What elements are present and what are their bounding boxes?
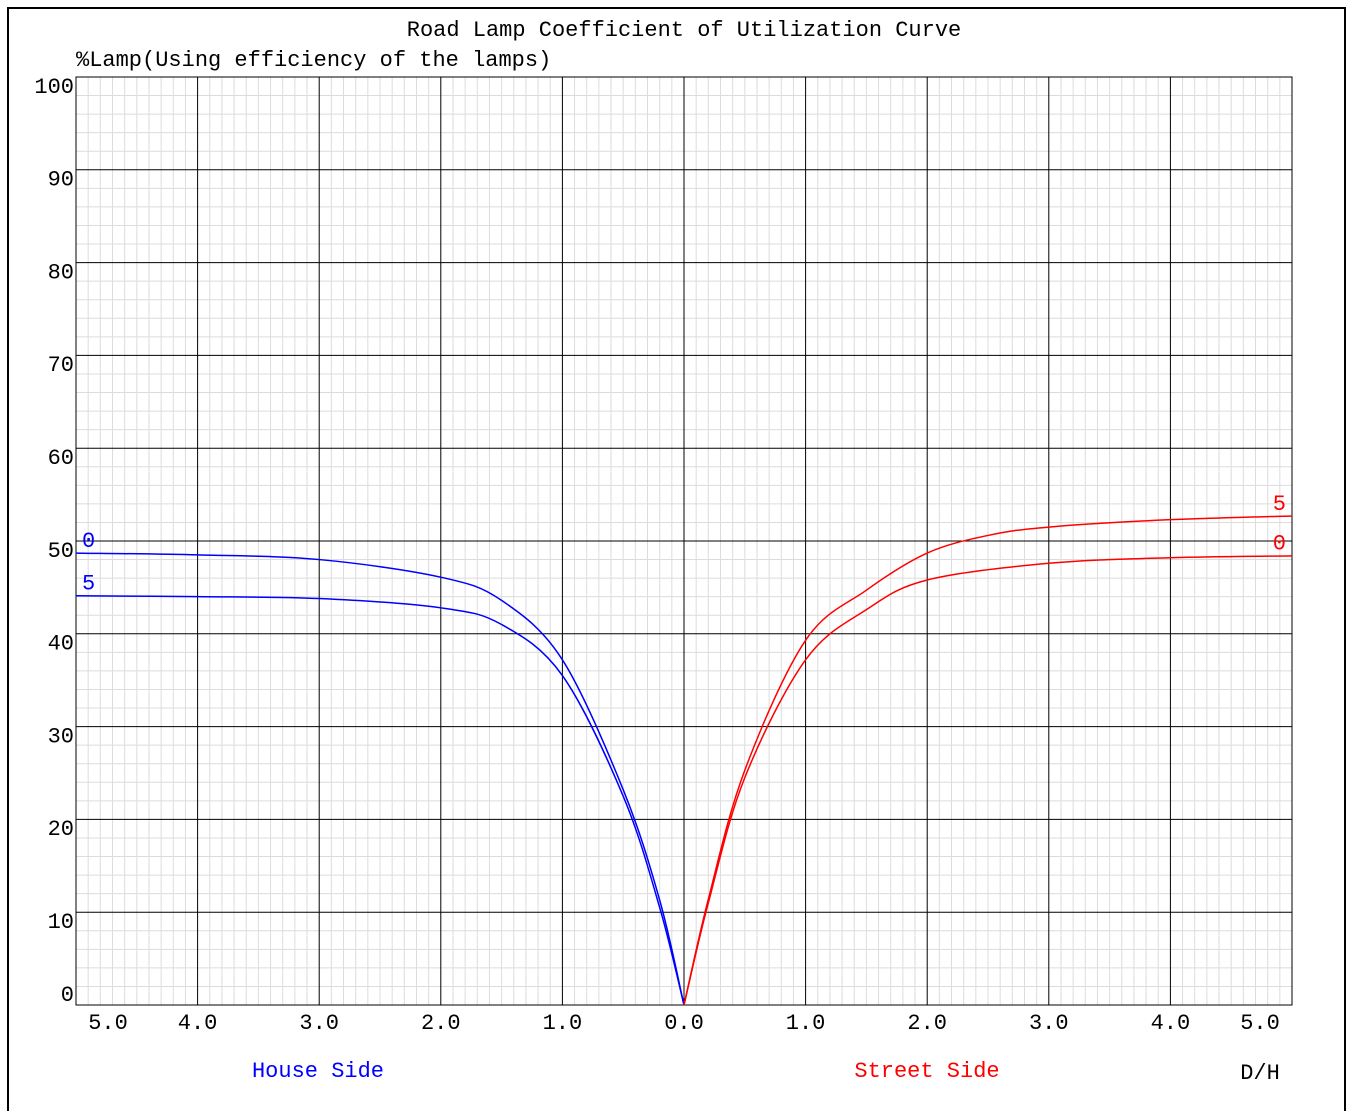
- x-tick-label: 5.0: [1240, 1011, 1280, 1036]
- series-line: [683, 515, 1293, 1006]
- y-tick-label: 0: [61, 983, 74, 1008]
- y-tick-label: 60: [48, 446, 74, 471]
- series-line: [75, 595, 685, 1006]
- y-tick-label: 80: [48, 260, 74, 285]
- x-tick-label: 1.0: [786, 1011, 826, 1036]
- y-tick-label: 20: [48, 817, 74, 842]
- y-tick-label: 90: [48, 168, 74, 193]
- annotation: House Side: [252, 1059, 384, 1084]
- x-axis-label: D/H: [1240, 1061, 1280, 1086]
- series-label: 0: [1273, 532, 1286, 557]
- series-label: 5: [1273, 492, 1286, 517]
- x-tick-label: 4.0: [178, 1011, 218, 1036]
- annotation: Street Side: [854, 1059, 999, 1084]
- frame: [7, 7, 1346, 1111]
- y-tick-label: 40: [48, 632, 74, 657]
- y-tick-label: 100: [34, 75, 74, 100]
- x-tick-label: 3.0: [299, 1011, 339, 1036]
- x-tick-label: 5.0: [88, 1011, 128, 1036]
- x-tick-label: 4.0: [1151, 1011, 1191, 1036]
- y-tick-label: 70: [48, 353, 74, 378]
- series-line: [75, 552, 685, 1006]
- x-tick-label: 0.0: [664, 1011, 704, 1036]
- y-tick-label: 50: [48, 539, 74, 564]
- chart-title: Road Lamp Coefficient of Utilization Cur…: [407, 18, 962, 43]
- y-tick-label: 10: [48, 910, 74, 935]
- series-label: 5: [82, 572, 95, 597]
- x-tick-label: 2.0: [907, 1011, 947, 1036]
- x-tick-label: 3.0: [1029, 1011, 1069, 1036]
- y-tick-label: 30: [48, 724, 74, 749]
- x-tick-label: 2.0: [421, 1011, 461, 1036]
- series-line: [683, 555, 1293, 1006]
- x-tick-label: 1.0: [543, 1011, 583, 1036]
- series-label: 0: [82, 529, 95, 554]
- y-axis-label: %Lamp(Using efficiency of the lamps): [76, 48, 551, 73]
